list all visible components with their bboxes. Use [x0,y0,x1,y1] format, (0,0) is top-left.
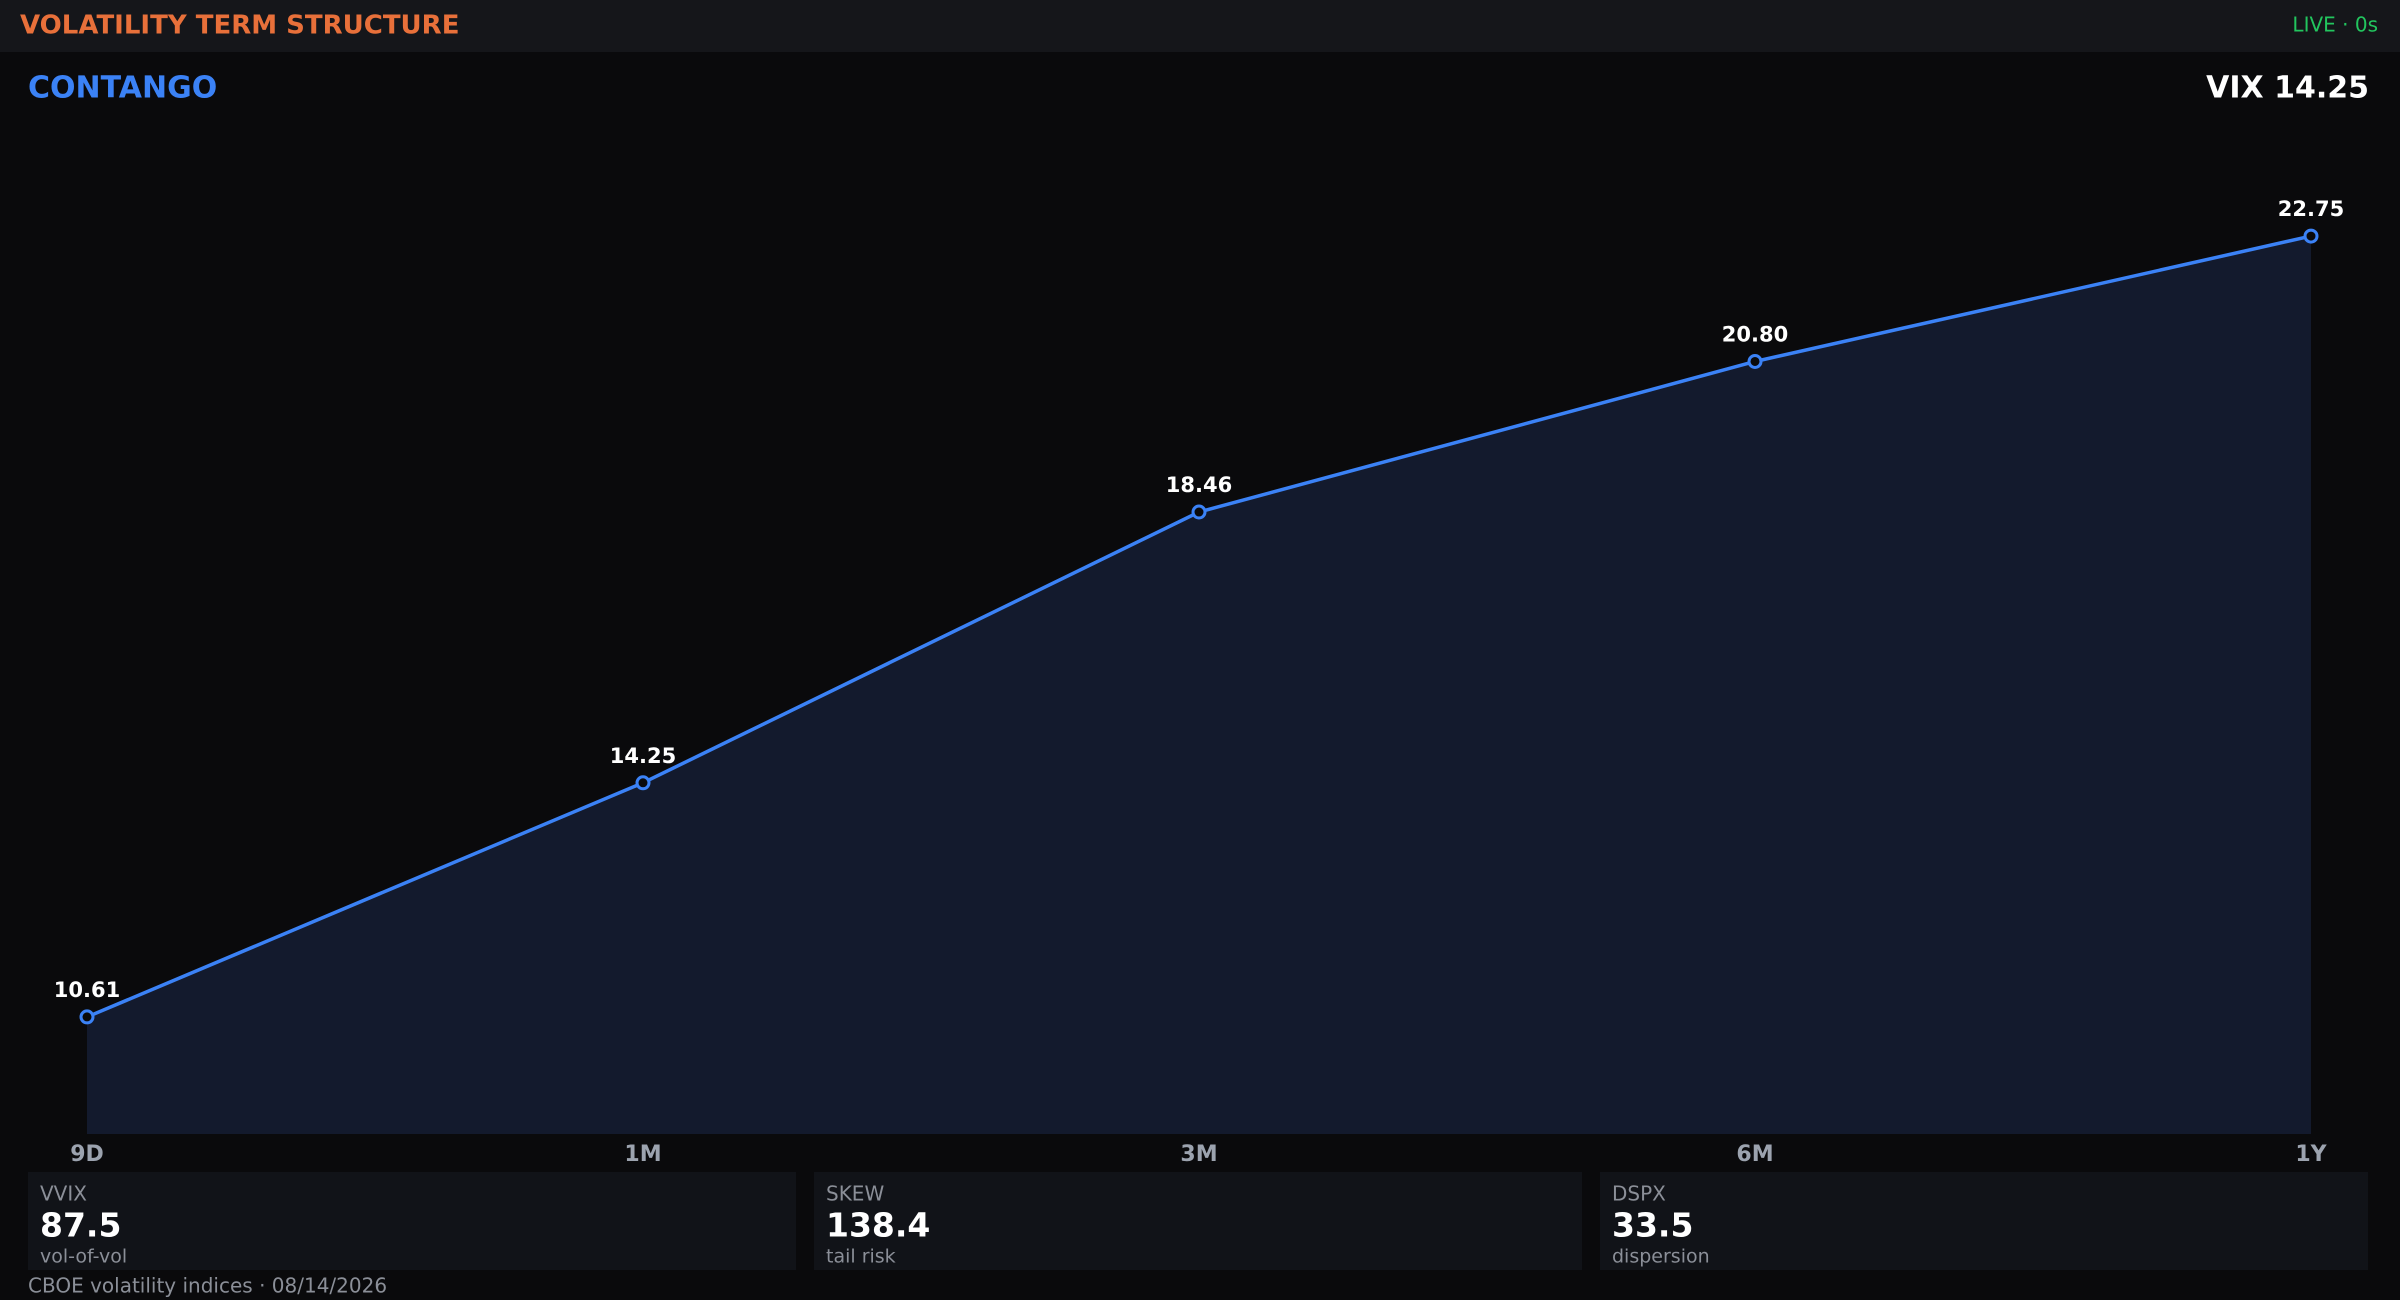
stat-value: 33.5 [1612,1206,1693,1245]
stat-value: 87.5 [40,1206,121,1245]
header-bar [0,0,2400,52]
area [87,236,2311,1134]
point [79,1009,95,1025]
stat-card [28,1172,796,1270]
x-tick-label: 6M [1736,1142,1773,1167]
x-tick-label: 3M [1180,1142,1217,1167]
title: VOLATILITY TERM STRUCTURE [20,11,459,41]
x-tick-label: 9D [70,1142,104,1167]
x-tick-label: 1M [624,1142,661,1167]
stat-note: vol-of-vol [40,1246,127,1268]
data-label: 14.25 [610,744,676,768]
stat-value: 138.4 [826,1206,930,1245]
point [635,775,651,791]
stat-note: tail risk [826,1246,896,1268]
footer: CBOE volatility indices · 08/14/2026 [28,1274,387,1298]
stat-label: SKEW [826,1182,884,1206]
data-label: 10.61 [54,978,120,1002]
stat-card [814,1172,1582,1270]
data-label: 18.46 [1166,473,1232,497]
stat-label: DSPX [1612,1182,1666,1206]
x-tick-label: 1Y [2295,1142,2327,1167]
stat-note: dispersion [1612,1246,1710,1268]
point [1191,504,1207,520]
live-status: LIVE · 0s [2292,13,2378,37]
vix-level: VIX 14.25 [2206,71,2369,106]
point [1747,353,1763,369]
plot: 10.61 14.25 18.46 20.80 22.75 9D 1M 3M 6M 1Y [54,197,2344,1167]
data-label: 22.75 [2278,197,2344,221]
stat-label: VVIX [40,1182,87,1206]
stat-card [1600,1172,2368,1270]
regime: CONTANGO [28,71,217,106]
point [2303,228,2319,244]
data-label: 20.80 [1722,322,1788,346]
